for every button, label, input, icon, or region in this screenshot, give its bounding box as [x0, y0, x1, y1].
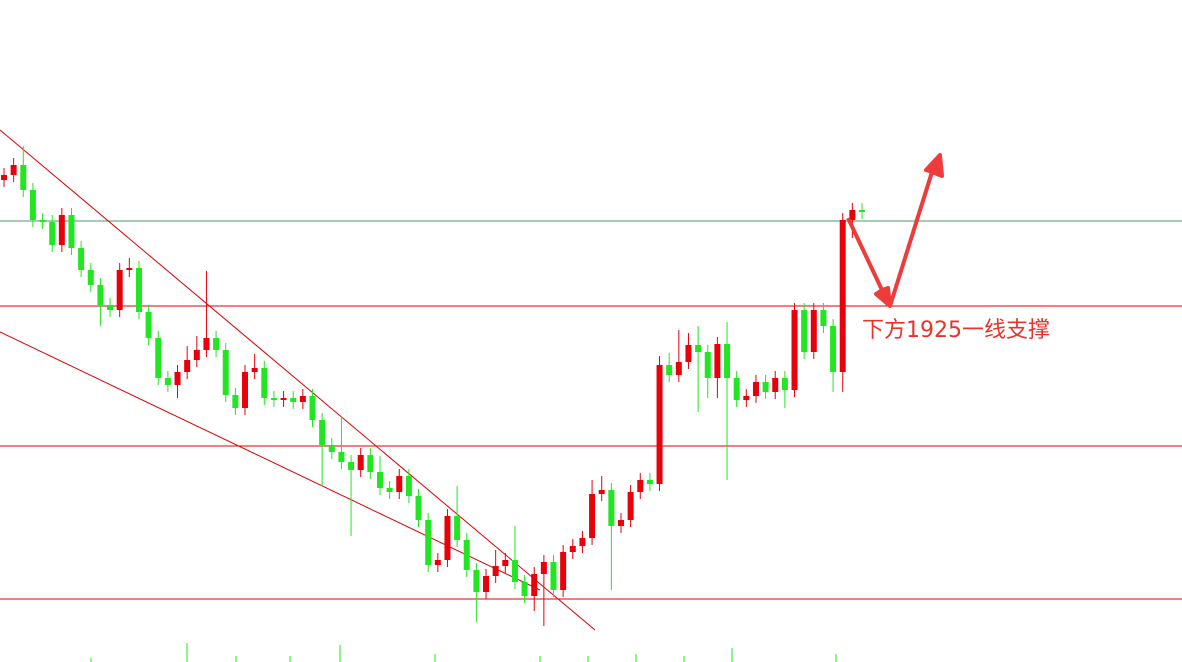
candle-body — [656, 365, 663, 484]
candle-body — [820, 310, 827, 326]
candle-body — [830, 326, 837, 372]
candle-body — [376, 472, 383, 488]
candle-body — [540, 562, 547, 574]
candle-body — [10, 165, 17, 175]
trend-line — [0, 331, 541, 591]
candle-body — [743, 396, 750, 400]
candle-body — [752, 382, 759, 396]
candle-body — [145, 312, 152, 338]
candle-body — [781, 378, 788, 390]
candle-body — [859, 210, 865, 212]
candle-body — [193, 350, 200, 360]
candle-body — [444, 516, 451, 560]
candle-body — [772, 378, 779, 392]
candle-body — [299, 396, 306, 402]
candle-body — [328, 445, 335, 452]
candle-body — [280, 398, 287, 400]
candle-body — [637, 480, 644, 492]
candle-body — [617, 520, 624, 526]
candle-body — [762, 382, 769, 392]
candle-body — [463, 540, 470, 570]
candle-body — [627, 492, 634, 520]
candle-body — [608, 490, 615, 526]
annotation: 下方1925一线支撑 — [862, 318, 1050, 343]
candle-body — [29, 190, 36, 220]
candle-body — [338, 452, 345, 462]
candle-body — [666, 365, 673, 375]
candle-body — [704, 352, 711, 378]
candle-body — [405, 476, 412, 496]
candle-body — [560, 552, 567, 590]
candle-body — [492, 566, 499, 576]
candle-body — [849, 210, 856, 220]
candle-body — [290, 398, 297, 402]
candle-body — [78, 248, 85, 270]
candle-body — [309, 396, 316, 420]
candle-body — [695, 345, 702, 352]
candle-body — [367, 455, 374, 472]
candle-body — [213, 338, 220, 350]
candle-body — [164, 378, 171, 385]
candle-body — [1, 175, 7, 180]
levels — [0, 220, 1182, 600]
candle-body — [454, 516, 461, 540]
candle-body — [116, 270, 123, 310]
candle-body — [598, 490, 605, 494]
candle-body — [319, 420, 326, 445]
trend-line — [0, 129, 596, 631]
candle-body — [49, 222, 56, 245]
candle-body — [483, 576, 490, 592]
candle-body — [579, 538, 586, 546]
bottom-ticks — [90, 643, 837, 662]
candle-body — [839, 220, 846, 372]
candle-body — [714, 344, 721, 378]
candle-body — [20, 165, 27, 190]
candle-body — [251, 368, 258, 372]
candle-body — [222, 350, 229, 395]
candle-body — [107, 305, 114, 310]
candle-body — [685, 345, 692, 362]
candle-body — [203, 338, 210, 350]
candle-body — [521, 582, 528, 596]
candle-body — [434, 560, 441, 565]
candle-body — [425, 520, 432, 565]
candle-body — [348, 462, 355, 470]
candle-body — [733, 378, 740, 400]
candle-body — [68, 215, 75, 248]
candle-body — [810, 310, 817, 352]
candle-body — [550, 562, 557, 590]
candle-body — [58, 215, 65, 245]
candle-body — [357, 455, 364, 470]
candle-body — [531, 574, 538, 596]
candle-body — [675, 362, 682, 375]
candle-body — [502, 560, 509, 566]
candle-body — [801, 310, 808, 352]
candle-body — [473, 570, 480, 592]
candle-body — [126, 268, 133, 270]
candle-body — [155, 338, 162, 378]
candle-body — [87, 270, 94, 285]
candle-body — [261, 368, 268, 398]
candle-body — [791, 310, 798, 390]
candle-body — [242, 372, 249, 408]
candle-body — [184, 360, 191, 372]
candle-body — [135, 268, 142, 312]
candle-body — [589, 494, 596, 538]
candle-body — [386, 488, 393, 492]
candle-body — [511, 560, 518, 582]
forecast-arrow — [846, 153, 944, 308]
candle-body — [569, 546, 576, 552]
candle-body — [724, 344, 731, 378]
candle-body — [39, 220, 46, 222]
candle-body — [646, 480, 653, 484]
candle-body — [270, 398, 277, 400]
candle-body — [415, 496, 422, 520]
candle-body — [174, 372, 181, 385]
candle-body — [396, 476, 403, 492]
candle-body — [97, 285, 104, 305]
candles — [1, 146, 865, 626]
candle-body — [232, 395, 239, 408]
